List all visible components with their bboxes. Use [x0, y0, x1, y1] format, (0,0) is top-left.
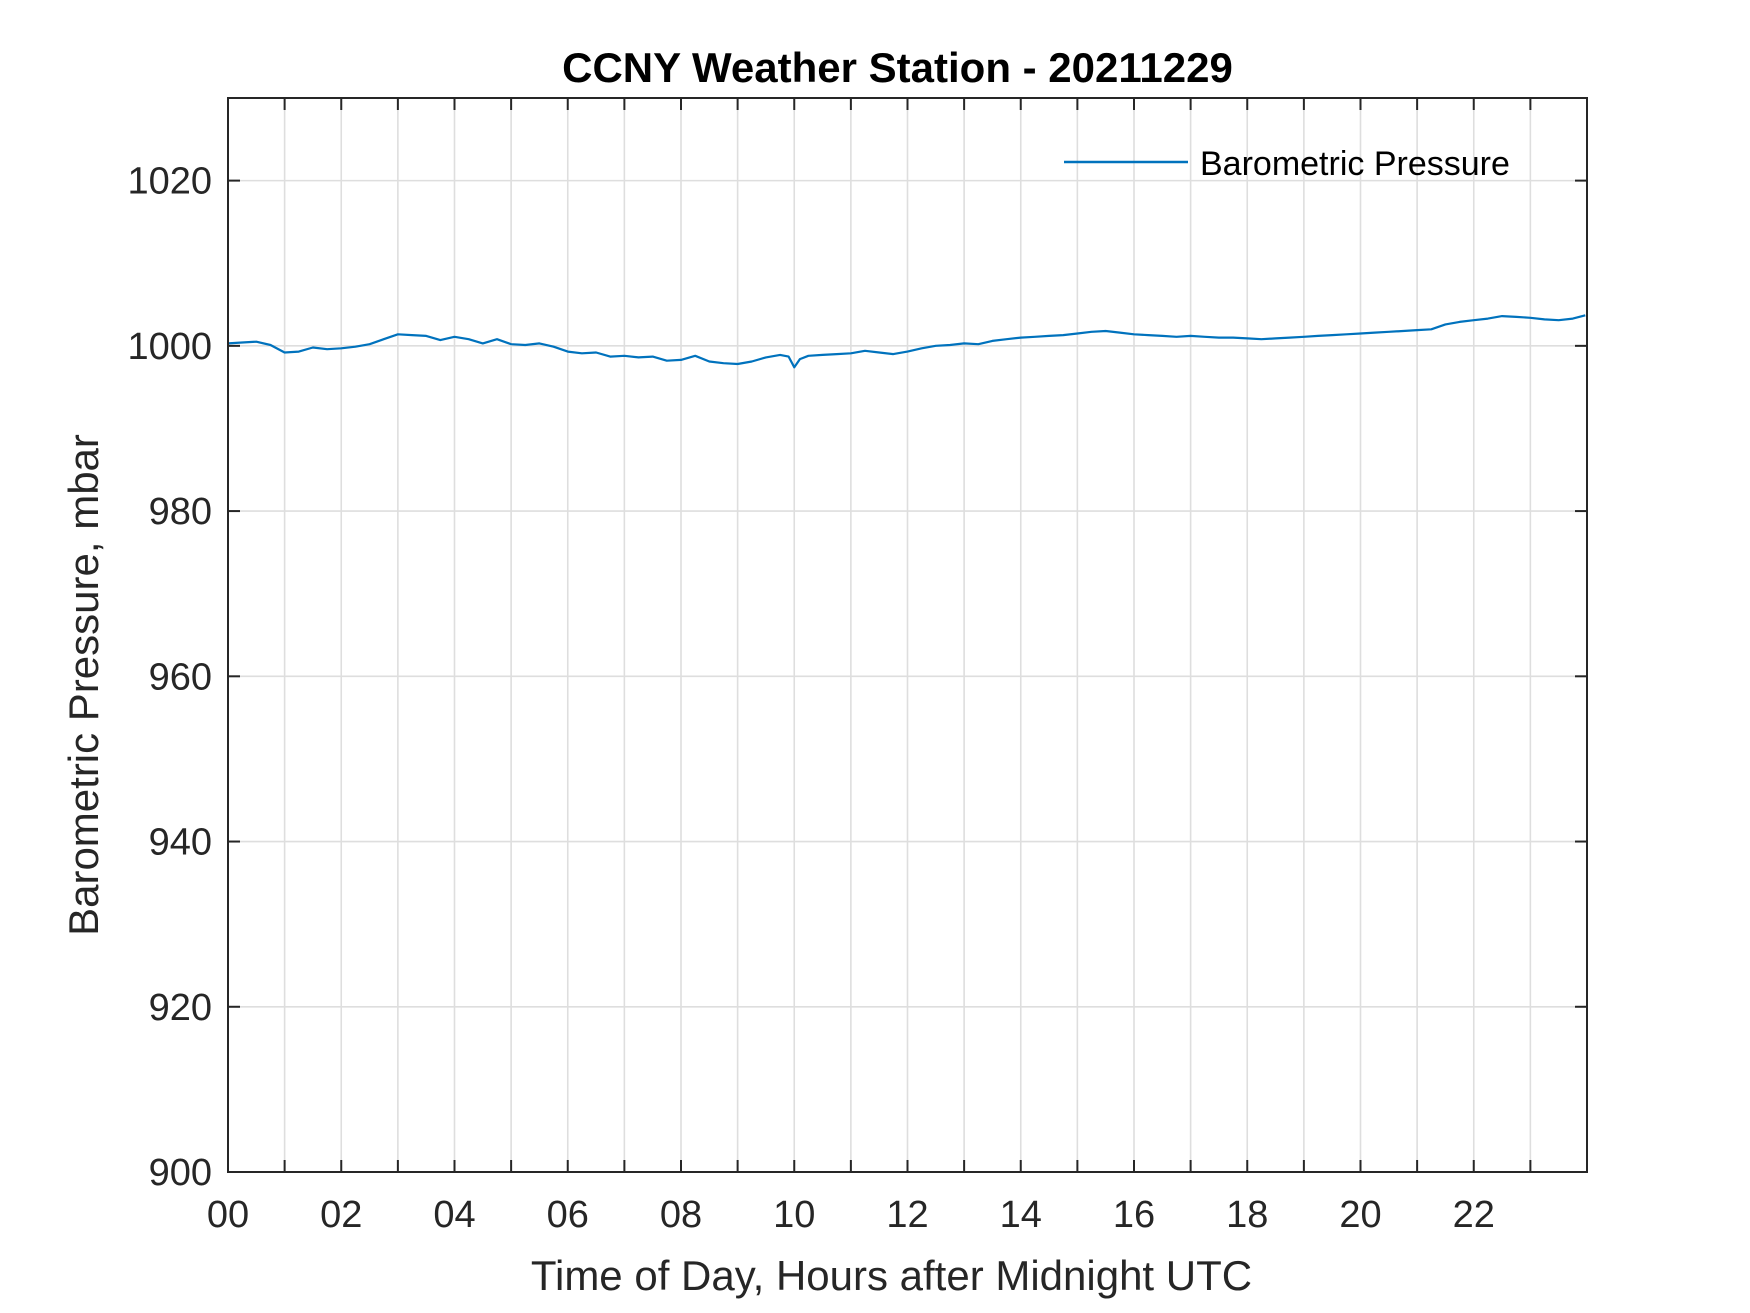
- x-tick-label: 12: [886, 1194, 928, 1236]
- axis-ticks: [227, 98, 1587, 1173]
- x-tick-label: 16: [1113, 1194, 1155, 1236]
- y-tick-label: 960: [149, 656, 212, 698]
- y-tick-label: 940: [149, 822, 212, 864]
- legend-label: Barometric Pressure: [1200, 145, 1510, 183]
- y-tick-label: 1020: [127, 161, 212, 203]
- y-tick-label: 1000: [127, 326, 212, 368]
- x-tick-label: 10: [773, 1194, 815, 1236]
- x-tick-label: 06: [547, 1194, 589, 1236]
- x-tick-label: 22: [1453, 1194, 1495, 1236]
- x-tick-label: 04: [433, 1194, 475, 1236]
- y-tick-label: 900: [149, 1152, 212, 1194]
- x-tick-label: 08: [660, 1194, 702, 1236]
- series-layer: [227, 314, 1586, 369]
- series-line-barometric-pressure: [227, 314, 1586, 369]
- y-tick-label: 920: [149, 987, 212, 1029]
- x-tick-label: 00: [207, 1194, 249, 1236]
- x-tick-label: 20: [1339, 1194, 1381, 1236]
- x-tick-label: 18: [1226, 1194, 1268, 1236]
- tick-labels: 00 02 04 06 08 10 12 14 16 18 20 22 900 920 940 960 980 1…: [127, 161, 1494, 1236]
- x-axis-label: Time of Day, Hours after Midnight UTC: [531, 1252, 1252, 1299]
- y-tick-label: 980: [149, 491, 212, 533]
- chart-title: CCNY Weather Station - 20211229: [562, 44, 1233, 91]
- y-axis-label: Barometric Pressure, mbar: [60, 434, 107, 936]
- x-tick-label: 14: [1000, 1194, 1042, 1236]
- legend: Barometric Pressure: [1064, 145, 1510, 183]
- x-tick-label: 02: [320, 1194, 362, 1236]
